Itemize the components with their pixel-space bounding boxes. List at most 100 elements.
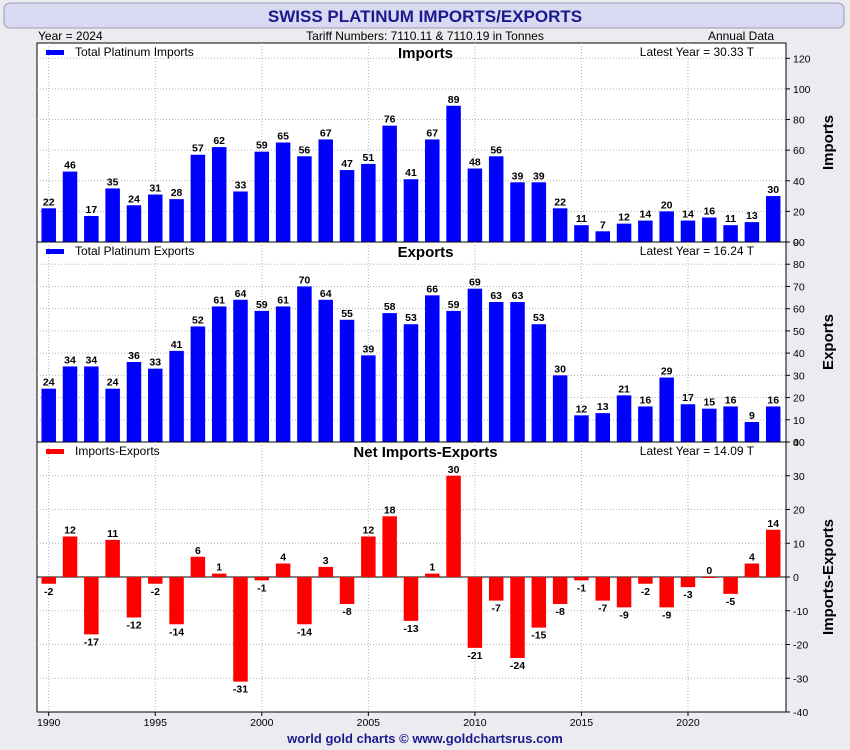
data-label: 3 [323, 555, 329, 567]
bar [702, 408, 717, 442]
data-label: 39 [533, 170, 545, 182]
bar [765, 529, 781, 577]
bar [84, 366, 99, 442]
data-label: 16 [725, 394, 737, 406]
bar [446, 105, 461, 242]
y-axis-label: Exports [820, 314, 837, 370]
data-label: 16 [767, 394, 779, 406]
bar [190, 154, 206, 242]
bar [403, 179, 419, 242]
bar [531, 577, 547, 628]
bar [680, 577, 696, 588]
data-label: 12 [363, 525, 375, 537]
panel-title: Exports [398, 244, 454, 261]
bar [488, 156, 504, 242]
bar [638, 406, 653, 442]
data-label: 39 [363, 343, 375, 355]
data-label: 47 [341, 158, 353, 170]
y-tick-label: 0 [793, 437, 799, 449]
bar [361, 355, 376, 442]
chart-title: SWISS PLATINUM IMPORTS/EXPORTS [268, 7, 582, 26]
legend-swatch [46, 50, 64, 55]
bar [105, 188, 120, 242]
data-label: 59 [448, 299, 460, 311]
bar [361, 536, 376, 577]
y-tick-label: 50 [793, 326, 805, 338]
y-tick-label: -30 [793, 673, 808, 685]
y-tick-label: -40 [793, 707, 808, 719]
bar [744, 222, 760, 242]
x-tick-label: 1995 [144, 717, 168, 729]
bar [467, 168, 483, 242]
data-label: 12 [576, 403, 588, 415]
data-label: 53 [533, 312, 545, 324]
bar [488, 302, 504, 442]
bar [659, 211, 674, 242]
panel-title: Net Imports-Exports [353, 444, 497, 461]
bar [105, 388, 120, 442]
bar [531, 324, 547, 442]
data-label: 67 [320, 127, 332, 139]
bar [574, 415, 589, 442]
data-label: 17 [682, 392, 694, 404]
data-label: 17 [85, 204, 97, 216]
data-label: 31 [149, 183, 161, 195]
data-label: 52 [192, 314, 204, 326]
bar [403, 577, 419, 621]
bar [510, 182, 525, 242]
y-tick-label: 90 [793, 237, 805, 249]
data-label: 12 [618, 212, 630, 224]
x-tick-label: 1990 [37, 717, 61, 729]
bar [659, 577, 674, 608]
bar [425, 139, 440, 242]
bar [425, 295, 440, 442]
data-label: 55 [341, 308, 353, 320]
data-label: 21 [618, 383, 630, 395]
data-label: -3 [683, 589, 692, 601]
frequency-label: Annual Data [708, 29, 774, 43]
data-label: 67 [426, 127, 438, 139]
data-label: -31 [233, 684, 248, 696]
y-tick-label: 20 [793, 393, 805, 405]
data-label: 62 [213, 135, 225, 147]
data-label: -1 [577, 582, 586, 594]
y-tick-label: 30 [793, 370, 805, 382]
bar [488, 577, 504, 601]
bar [297, 156, 312, 242]
y-tick-label: 40 [793, 437, 805, 449]
data-label: 57 [192, 143, 204, 155]
y-axis-label: Imports-Exports [820, 519, 837, 635]
y-axis-label: Imports [820, 115, 837, 170]
data-label: 11 [576, 213, 587, 225]
data-label: 7 [600, 219, 606, 231]
bar [254, 310, 270, 442]
y-tick-label: 10 [793, 538, 805, 550]
bar [552, 208, 568, 242]
data-label: -21 [467, 650, 482, 662]
data-label: 12 [64, 525, 76, 537]
data-label: 41 [171, 339, 183, 351]
bar [84, 577, 99, 635]
bar [616, 577, 632, 608]
bar [723, 406, 738, 442]
data-label: 22 [43, 196, 55, 208]
y-tick-label: 40 [793, 348, 805, 360]
data-label: 48 [469, 157, 481, 169]
data-label: 46 [64, 160, 76, 172]
imports-panel: 22 46 17 35 24 31 28 57 62 33 59 65 56 67 47 51 76 41 67 89… [36, 42, 837, 249]
bar [361, 163, 376, 242]
data-label: -7 [598, 603, 607, 615]
data-label: 30 [448, 464, 460, 476]
y-tick-label: 10 [793, 415, 805, 427]
y-tick-label: 20 [793, 206, 805, 218]
data-label: 56 [299, 144, 311, 156]
net-panel: -212-1711-12-2-1461-31-14-143-81218-1313… [36, 437, 837, 719]
y-tick-label: 0 [793, 572, 799, 584]
data-label: 65 [277, 131, 289, 143]
x-axis: 1990 1995 2000 2005 2010 2015 2020 [37, 712, 700, 729]
data-label: 63 [490, 290, 502, 302]
data-label: 89 [448, 94, 460, 106]
bar [105, 539, 120, 577]
bar [382, 313, 397, 442]
